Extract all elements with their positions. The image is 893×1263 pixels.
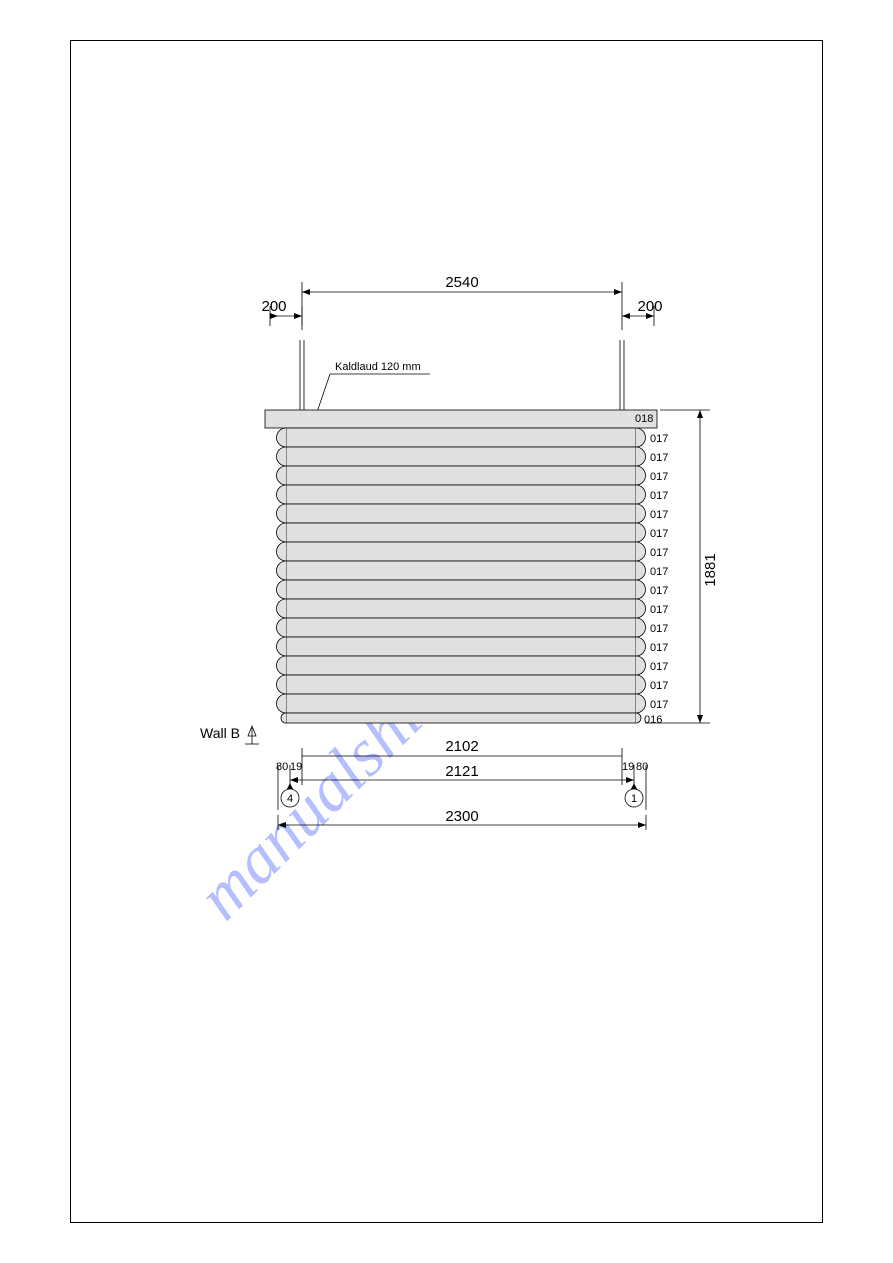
log-label: 017 <box>650 452 668 464</box>
log-label: 017 <box>650 661 668 673</box>
base-label: 016 <box>644 714 662 726</box>
cap-label: 018 <box>635 413 653 425</box>
log-board <box>286 561 636 580</box>
log-board <box>286 485 636 504</box>
log-board <box>286 542 636 561</box>
dim-2121: 2121 <box>445 763 478 780</box>
log-label: 017 <box>650 433 668 445</box>
base-log: 016 <box>281 713 662 726</box>
log-label: 017 <box>650 566 668 578</box>
dim-left-200: 200 <box>261 298 286 315</box>
log-board <box>286 428 636 447</box>
dim-19-r: 19 <box>622 761 634 773</box>
log-board <box>286 466 636 485</box>
dim-top-left-200: 200 <box>261 298 302 326</box>
log-board <box>286 447 636 466</box>
log-label: 017 <box>650 585 668 597</box>
callout-text: Kaldlaud 120 mm <box>335 361 421 373</box>
log-board <box>286 580 636 599</box>
dim-2540: 2540 <box>445 274 478 291</box>
dim-right-200: 200 <box>637 298 662 315</box>
wall-b-text: Wall B <box>200 725 240 741</box>
log-label: 017 <box>650 604 668 616</box>
log-label: 017 <box>650 490 668 502</box>
cap-board <box>265 410 657 428</box>
bottom-dims: 2102 80 19 19 80 2121 4 1 2300 <box>276 738 648 830</box>
callout-leader: Kaldlaud 120 mm <box>315 361 430 418</box>
log-label: 017 <box>650 680 668 692</box>
log-board <box>286 618 636 637</box>
log-board <box>286 637 636 656</box>
log-label: 017 <box>650 528 668 540</box>
log-label: 017 <box>650 471 668 483</box>
dim-19-l: 19 <box>290 761 302 773</box>
log-board <box>286 523 636 542</box>
dim-1881: 1881 <box>702 553 719 586</box>
log-stack: 017 017 017 017 017 017 017 017 017 017 017 017 017 0… <box>277 428 669 713</box>
log-board <box>286 504 636 523</box>
log-label: 017 <box>650 509 668 521</box>
dim-2102: 2102 <box>445 738 478 755</box>
log-label: 017 <box>650 699 668 711</box>
dim-80-r: 80 <box>636 761 648 773</box>
bubble-1: 1 <box>631 793 637 805</box>
log-board <box>286 599 636 618</box>
dim-top-main: 2540 <box>302 274 622 330</box>
dim-2300: 2300 <box>445 808 478 825</box>
log-label: 017 <box>650 642 668 654</box>
log-board <box>286 675 636 694</box>
log-label: 017 <box>650 547 668 559</box>
wall-b-label: Wall B <box>200 725 259 744</box>
dim-top-right-200: 200 <box>622 298 663 326</box>
log-board <box>286 694 636 713</box>
log-board <box>286 656 636 675</box>
technical-drawing: 2540 200 200 Kaldlaud 120 mm 018 0170170… <box>190 270 750 850</box>
log-label: 017 <box>650 623 668 635</box>
bubble-4: 4 <box>287 793 293 805</box>
